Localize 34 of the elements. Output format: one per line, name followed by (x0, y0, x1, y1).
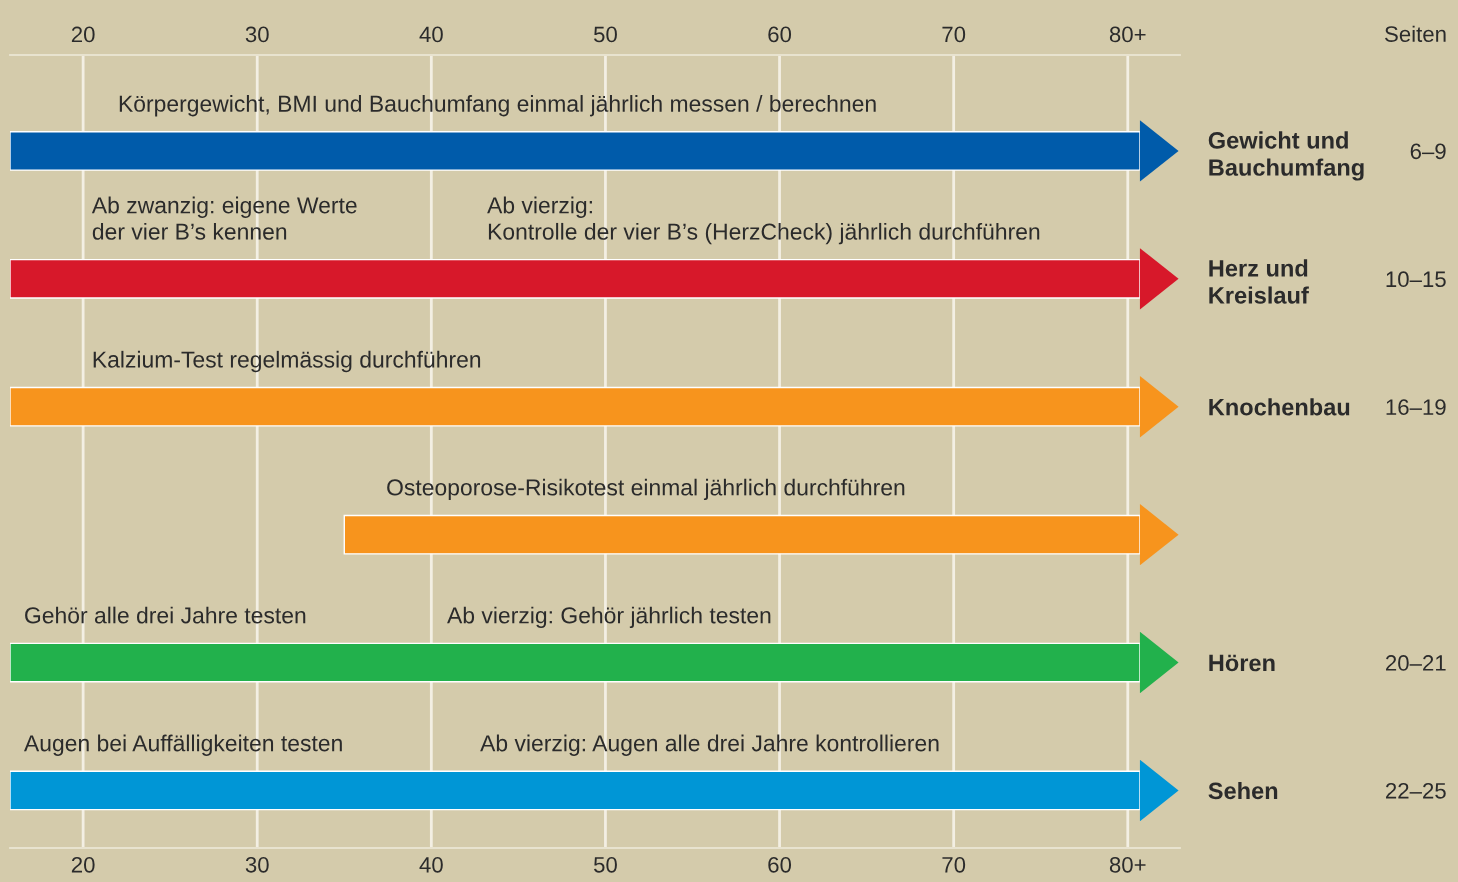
y-tick-label: Knochenbau (1209, 398, 1350, 416)
annotation: Osteoporose-Risikotest einmal jährlich durchführen (387, 478, 905, 501)
x2-tick-label: 30 (245, 26, 269, 43)
x2-tick-label: 70 (942, 26, 966, 43)
annotation: Kalzium-Test regelmässig durchführen (93, 350, 481, 373)
annotation: Gehör alle drei Jahre testen (25, 606, 306, 624)
x-tick-label: 60 (768, 856, 792, 873)
y2-tick-label: 22–25 (1386, 782, 1446, 799)
y2-tick-label: 16–19 (1386, 399, 1446, 415)
text: Seiten (1385, 25, 1446, 42)
annotation: Ab vierzig: Augen alle drei Jahre kontrollieren (480, 734, 939, 756)
y2-tick-label: 20–21 (1386, 655, 1446, 671)
annotation: Körpergewicht, BMI und Bauchumfang einmal jährlich messen / berechnen (119, 95, 876, 117)
y-tick-label: Herz und Kreislauf (1209, 259, 1309, 304)
y-tick-label: Sehen (1208, 781, 1278, 800)
x2-tick-label: 40 (419, 26, 443, 43)
y-tick-label: Hören (1209, 654, 1275, 672)
x-tick-label: 50 (593, 856, 617, 873)
x-tick-label: 40 (419, 856, 443, 873)
x-tick-label: 80+ (1109, 856, 1146, 873)
annotation: Ab zwanzig: eigene Werte der vier B’s kennen (91, 196, 357, 240)
x2-tick-label: 60 (768, 26, 792, 43)
x2-tick-label: 20 (71, 26, 95, 43)
y2-tick-label: 10–15 (1386, 271, 1446, 288)
y2-tick-label: 6–9 (1410, 143, 1446, 160)
x2-tick-label: 80+ (1109, 26, 1146, 43)
y-tick-label: Gewicht und Bauchumfang (1208, 131, 1364, 181)
annotation: Ab vierzig: Gehör jährlich testen (447, 606, 771, 629)
x-tick-label: 30 (245, 856, 269, 873)
x2-tick-label: 50 (593, 26, 617, 43)
x-tick-label: 20 (71, 856, 95, 873)
annotation: Augen bei Auffälligkeiten testen (23, 734, 342, 756)
x-tick-label: 70 (942, 856, 966, 873)
annotation: Ab vierzig: Kontrolle der vier B’s (HerzCheck) jährlich durchführen (487, 196, 1040, 245)
